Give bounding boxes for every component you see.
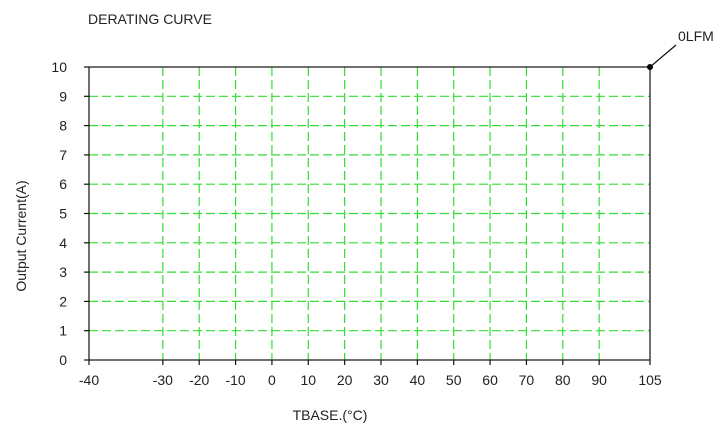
- y-tick-label: 8: [59, 118, 67, 134]
- x-tick-label: 30: [373, 372, 389, 388]
- y-tick-label: 6: [59, 176, 67, 192]
- x-tick-label: 0: [268, 372, 276, 388]
- y-tick-label: 9: [59, 88, 67, 104]
- y-tick-label: 4: [59, 235, 67, 251]
- x-tick-label: 90: [591, 372, 607, 388]
- x-tick-label: -10: [225, 372, 245, 388]
- x-tick-label: 60: [482, 372, 498, 388]
- y-tick-label: 1: [59, 323, 67, 339]
- y-axis-label: Output Current(A): [13, 180, 29, 291]
- x-axis-ticks: -40 -30 -20 -10 0 10 20 30 40 50 60 70 80 90 105: [79, 360, 662, 388]
- y-tick-label: 3: [59, 264, 67, 280]
- x-tick-label: -30: [153, 372, 173, 388]
- x-tick-label: -20: [189, 372, 209, 388]
- x-tick-label: 80: [555, 372, 571, 388]
- x-tick-label: 50: [446, 372, 462, 388]
- chart-title: DERATING CURVE: [88, 11, 212, 27]
- x-tick-label: 70: [519, 372, 535, 388]
- x-axis-label: TBASE.(°C): [293, 407, 368, 423]
- x-tick-label: 40: [410, 372, 426, 388]
- x-tick-label: 20: [337, 372, 353, 388]
- x-tick-label: 105: [638, 372, 662, 388]
- grid-lines: [89, 67, 650, 360]
- y-tick-label: 0: [59, 352, 67, 368]
- annotation-label: 0LFM: [678, 28, 714, 44]
- x-tick-label: -40: [79, 372, 99, 388]
- y-tick-label: 5: [59, 206, 67, 222]
- y-tick-label: 10: [51, 59, 67, 75]
- annotation-leader-line: [649, 44, 677, 68]
- x-tick-label: 10: [300, 372, 316, 388]
- y-tick-label: 7: [59, 147, 67, 163]
- y-tick-label: 2: [59, 293, 67, 309]
- y-axis-ticks: 0 1 2 3 4 5 6 7 8 9 10: [51, 59, 89, 368]
- series-layer: 0LFM: [647, 28, 714, 70]
